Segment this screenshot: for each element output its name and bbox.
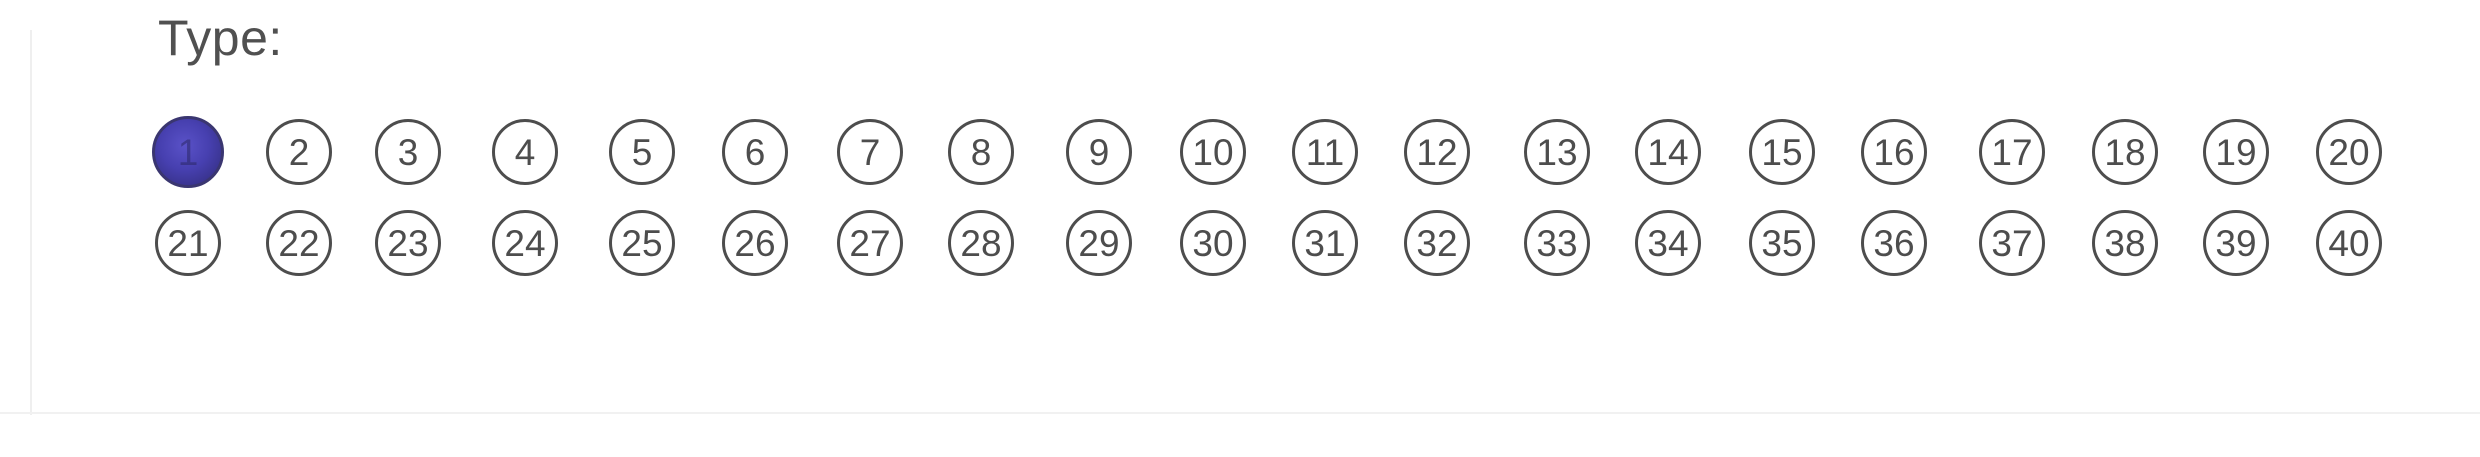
bubble-option-13[interactable]: 13 — [1524, 119, 1590, 185]
bubble-option-34[interactable]: 34 — [1635, 210, 1701, 276]
bubble-option-9[interactable]: 9 — [1066, 119, 1132, 185]
bubble-option-25[interactable]: 25 — [609, 210, 675, 276]
bubble-number: 38 — [2104, 222, 2146, 264]
bubble-number: 16 — [1873, 131, 1915, 173]
bubble-number: 10 — [1192, 131, 1234, 173]
bubble-option-4[interactable]: 4 — [492, 119, 558, 185]
bubble-option-23[interactable]: 23 — [375, 210, 441, 276]
bubble-option-18[interactable]: 18 — [2092, 119, 2158, 185]
bubble-number: 39 — [2215, 222, 2257, 264]
bubble-option-2[interactable]: 2 — [266, 119, 332, 185]
bubble-number: 40 — [2328, 222, 2370, 264]
bubble-number: 8 — [970, 131, 992, 173]
type-form: Type: 1 2 3 4 5 6 7 8 9 10 11 12 13 14 15 16 17 18 19 20 21 2… — [0, 10, 2480, 415]
bubble-number: 25 — [621, 222, 663, 264]
bubble-number: 9 — [1088, 131, 1110, 173]
bubble-number: 12 — [1416, 131, 1458, 173]
bubble-number: 22 — [278, 222, 320, 264]
bubble-number: 19 — [2215, 131, 2257, 173]
bubble-number: 37 — [1991, 222, 2033, 264]
bubble-option-6[interactable]: 6 — [722, 119, 788, 185]
bubble-number: 29 — [1078, 222, 1120, 264]
bubble-option-39[interactable]: 39 — [2203, 210, 2269, 276]
bubble-number: 2 — [288, 131, 310, 173]
bubble-number: 1 — [177, 131, 199, 173]
bubble-option-8[interactable]: 8 — [948, 119, 1014, 185]
bubble-number: 3 — [397, 131, 419, 173]
bubble-option-30[interactable]: 30 — [1180, 210, 1246, 276]
bubble-number: 30 — [1192, 222, 1234, 264]
bubble-number: 28 — [960, 222, 1002, 264]
bubble-number: 4 — [514, 131, 536, 173]
bubble-option-26[interactable]: 26 — [722, 210, 788, 276]
bubble-option-7[interactable]: 7 — [837, 119, 903, 185]
bubble-number: 26 — [734, 222, 776, 264]
bubble-number: 24 — [504, 222, 546, 264]
bubble-option-27[interactable]: 27 — [837, 210, 903, 276]
bubble-option-31[interactable]: 31 — [1292, 210, 1358, 276]
bubble-number: 11 — [1305, 131, 1345, 173]
bubble-number: 34 — [1647, 222, 1689, 264]
bubble-number: 32 — [1416, 222, 1458, 264]
bubble-option-28[interactable]: 28 — [948, 210, 1014, 276]
bubble-option-14[interactable]: 14 — [1635, 119, 1701, 185]
bubble-number: 5 — [631, 131, 653, 173]
bubble-option-21[interactable]: 21 — [155, 210, 221, 276]
bubble-option-37[interactable]: 37 — [1979, 210, 2045, 276]
bubble-option-36[interactable]: 36 — [1861, 210, 1927, 276]
bubble-number: 21 — [167, 222, 209, 264]
bubble-number: 15 — [1761, 131, 1803, 173]
bubble-option-24[interactable]: 24 — [492, 210, 558, 276]
bubble-option-32[interactable]: 32 — [1404, 210, 1470, 276]
bubble-option-3[interactable]: 3 — [375, 119, 441, 185]
bubble-number: 7 — [859, 131, 881, 173]
bubble-option-29[interactable]: 29 — [1066, 210, 1132, 276]
bubble-option-22[interactable]: 22 — [266, 210, 332, 276]
bubble-number: 17 — [1991, 131, 2033, 173]
bubble-number: 23 — [387, 222, 429, 264]
bubble-number: 35 — [1761, 222, 1803, 264]
bubble-number: 6 — [744, 131, 766, 173]
bubble-number: 18 — [2104, 131, 2146, 173]
bubble-number: 27 — [849, 222, 891, 264]
bubble-grid: 1 2 3 4 5 6 7 8 9 10 11 12 13 14 15 16 17 18 19 20 21 22 23 24 2… — [152, 116, 2382, 276]
type-label: Type: — [158, 10, 283, 66]
bubble-number: 20 — [2328, 131, 2370, 173]
bubble-option-35[interactable]: 35 — [1749, 210, 1815, 276]
bubble-option-38[interactable]: 38 — [2092, 210, 2158, 276]
bottom-border-line — [0, 412, 2480, 414]
bubble-option-40[interactable]: 40 — [2316, 210, 2382, 276]
bubble-number: 14 — [1647, 131, 1689, 173]
left-border-line — [30, 30, 32, 415]
bubble-option-15[interactable]: 15 — [1749, 119, 1815, 185]
bubble-number: 36 — [1873, 222, 1915, 264]
bubble-option-17[interactable]: 17 — [1979, 119, 2045, 185]
bubble-option-16[interactable]: 16 — [1861, 119, 1927, 185]
bubble-number: 13 — [1536, 131, 1578, 173]
bubble-option-1[interactable]: 1 — [152, 116, 224, 188]
bubble-option-5[interactable]: 5 — [609, 119, 675, 185]
bubble-option-12[interactable]: 12 — [1404, 119, 1470, 185]
bubble-option-20[interactable]: 20 — [2316, 119, 2382, 185]
bubble-number: 33 — [1536, 222, 1578, 264]
bubble-option-11[interactable]: 11 — [1292, 119, 1358, 185]
bubble-number: 31 — [1304, 222, 1346, 264]
bubble-option-19[interactable]: 19 — [2203, 119, 2269, 185]
bubble-option-33[interactable]: 33 — [1524, 210, 1590, 276]
bubble-option-10[interactable]: 10 — [1180, 119, 1246, 185]
